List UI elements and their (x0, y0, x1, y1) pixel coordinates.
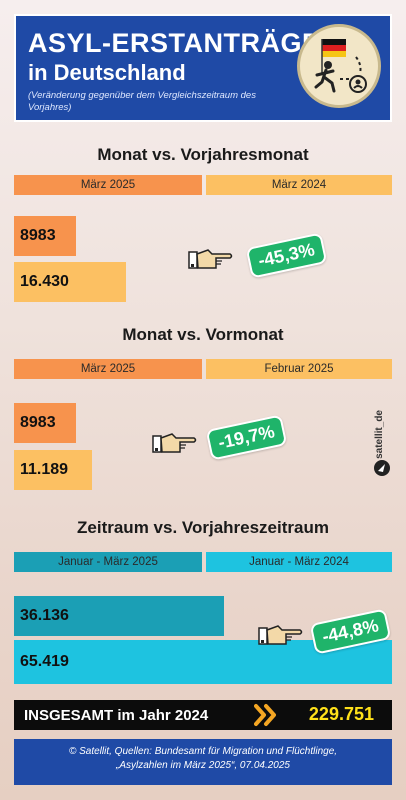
pointing-hand-icon (258, 622, 304, 653)
bar-value-previous-2: 11.189 (14, 450, 92, 490)
title-line-1: ASYL-ERSTANTRÄGE (28, 28, 321, 58)
germany-flag-icon (321, 39, 346, 73)
label-period-current: Januar - März 2025 (14, 552, 202, 572)
label-month-current-2: März 2025 (14, 359, 202, 379)
bar-value-text: 8983 (20, 227, 56, 244)
bar-value-text: 8983 (20, 414, 56, 431)
section-title-1: Monat vs. Vorjahresmonat (97, 145, 309, 164)
total-value: 229.751 (308, 704, 374, 724)
total-label: INSGESAMT im Jahr 2024 (24, 706, 209, 724)
pointing-hand-icon (188, 246, 234, 277)
change-badge-2: -19,7% (205, 414, 288, 461)
change-badge-1: -45,3% (245, 232, 328, 279)
bar-value-previous: 16.430 (14, 262, 126, 302)
bar-value-current-2: 8983 (14, 403, 76, 443)
bar-value-current: 8983 (14, 216, 76, 256)
refugee-icon (297, 24, 381, 108)
section-title-3: Zeitraum vs. Vorjahreszeitraum (77, 518, 329, 537)
label-period-prev-year: Januar - März 2024 (206, 552, 392, 572)
bar-value-text: 36.136 (20, 607, 69, 624)
footer-line-2: „Asylzahlen im März 2025“, 07.04.2025 (116, 760, 290, 771)
footer-source: © Satellit, Quellen: Bundesamt für Migra… (14, 739, 392, 785)
refugee-illustration-icon (314, 39, 367, 93)
arrow-chevron-icon (254, 703, 282, 732)
label-month-current: März 2025 (14, 175, 202, 195)
bar-value-text: 16.430 (20, 273, 69, 290)
footer-line-1: © Satellit, Quellen: Bundesamt für Migra… (68, 746, 338, 757)
subtitle: (Veränderung gegenüber dem Vergleichszei… (28, 90, 256, 113)
pointing-hand-icon (152, 430, 198, 461)
bar-value-text: 11.189 (20, 461, 69, 478)
section-title-2: Monat vs. Vormonat (122, 325, 284, 344)
satellite-logo-icon (374, 460, 390, 476)
side-credit-text: satellit_de (374, 410, 385, 459)
bar-value-current-3: 36.136 (14, 596, 224, 636)
title-line-2: in Deutschland (28, 60, 186, 85)
label-month-prev-year: März 2024 (206, 175, 392, 195)
bar-value-text: 65.419 (20, 653, 69, 670)
header-banner: ASYL-ERSTANTRÄGE in Deutschland (Verände… (14, 14, 392, 122)
total-bar: INSGESAMT im Jahr 2024 229.751 (14, 700, 392, 730)
label-previous-month: Februar 2025 (206, 359, 392, 379)
